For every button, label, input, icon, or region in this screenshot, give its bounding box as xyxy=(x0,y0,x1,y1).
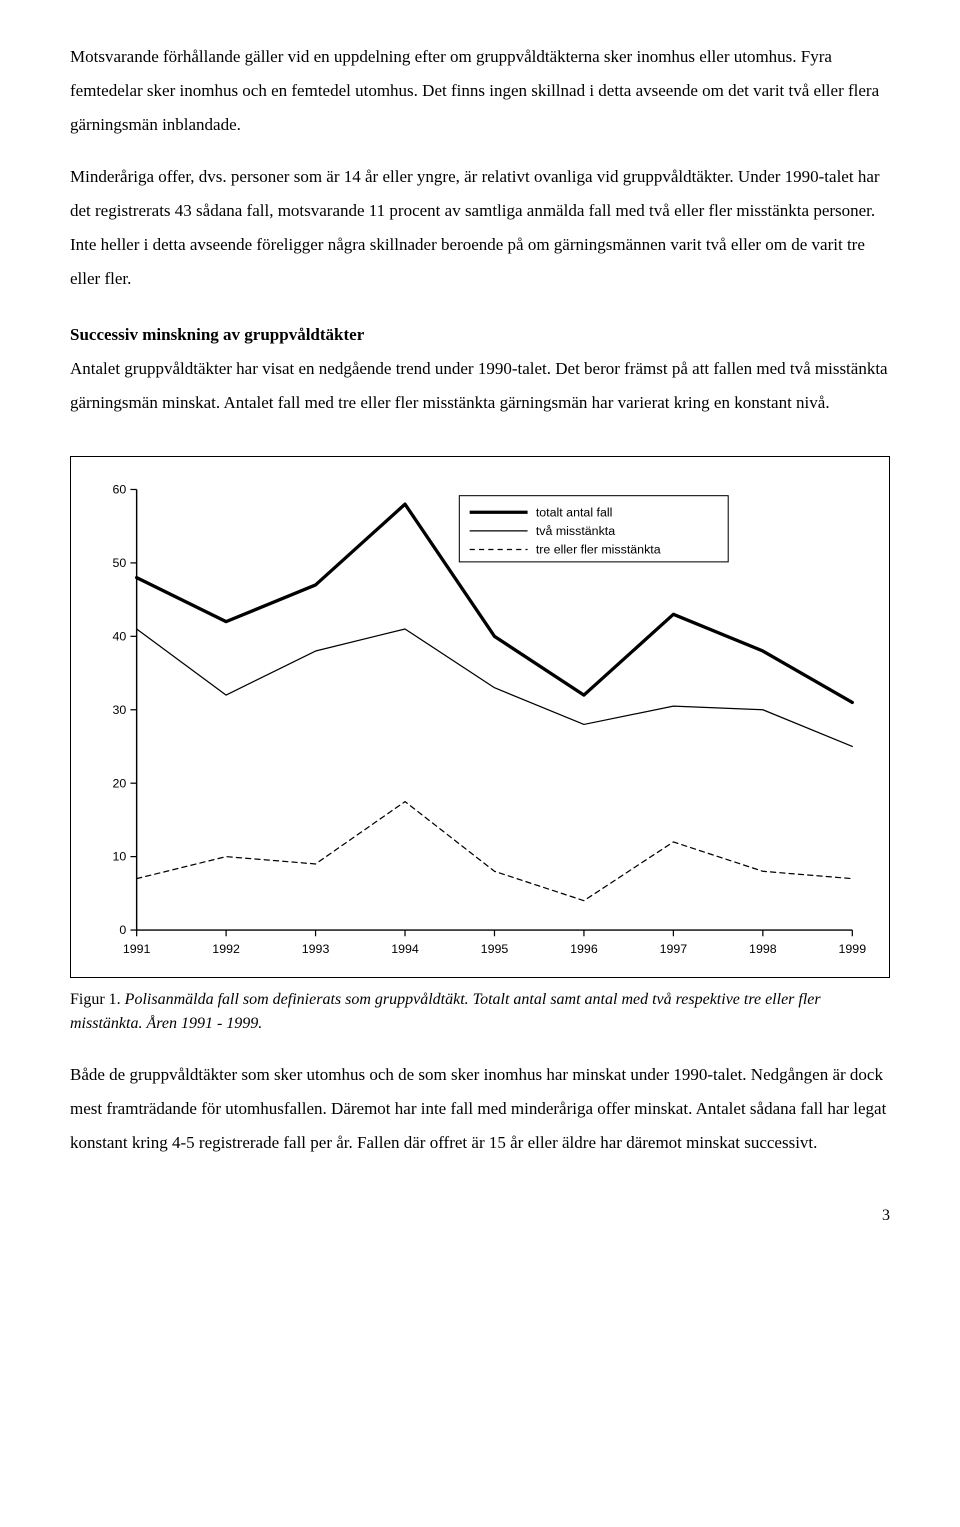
svg-text:60: 60 xyxy=(112,483,126,497)
figure-caption-body: Polisanmälda fall som definierats som gr… xyxy=(70,991,821,1032)
svg-text:tre eller fler misstänkta: tre eller fler misstänkta xyxy=(536,543,661,557)
svg-text:1993: 1993 xyxy=(302,942,330,956)
svg-text:50: 50 xyxy=(112,556,126,570)
figure-caption-lead: Figur 1. xyxy=(70,991,125,1008)
paragraph-intro-2: Minderåriga offer, dvs. personer som är … xyxy=(70,160,890,296)
svg-text:1991: 1991 xyxy=(123,942,151,956)
paragraph-section-1: Antalet gruppvåldtäkter har visat en ned… xyxy=(70,352,890,420)
svg-text:1992: 1992 xyxy=(212,942,240,956)
paragraph-intro-1: Motsvarande förhållande gäller vid en up… xyxy=(70,40,890,142)
svg-text:två misstänkta: två misstänkta xyxy=(536,524,615,538)
svg-text:1998: 1998 xyxy=(749,942,777,956)
svg-text:20: 20 xyxy=(112,776,126,790)
line-chart: 0 10 20 30 40 50 60 1991 1992 1993 1994 1995 1996 199… xyxy=(87,475,873,971)
svg-text:1994: 1994 xyxy=(391,942,419,956)
svg-text:1997: 1997 xyxy=(660,942,688,956)
paragraph-after-figure: Både de gruppvåldtäkter som sker utomhus… xyxy=(70,1058,890,1160)
svg-text:1995: 1995 xyxy=(481,942,509,956)
svg-text:30: 30 xyxy=(112,703,126,717)
figure-caption: Figur 1. Polisanmälda fall som definiera… xyxy=(70,988,890,1036)
svg-text:totalt antal fall: totalt antal fall xyxy=(536,505,613,519)
svg-text:40: 40 xyxy=(112,629,126,643)
svg-text:1999: 1999 xyxy=(839,942,867,956)
line-chart-container: 0 10 20 30 40 50 60 1991 1992 1993 1994 1995 1996 199… xyxy=(70,456,890,978)
section-heading: Successiv minskning av gruppvåldtäkter xyxy=(70,318,890,352)
svg-text:0: 0 xyxy=(119,923,126,937)
svg-text:10: 10 xyxy=(112,850,126,864)
svg-text:1996: 1996 xyxy=(570,942,598,956)
page-number: 3 xyxy=(70,1200,890,1232)
